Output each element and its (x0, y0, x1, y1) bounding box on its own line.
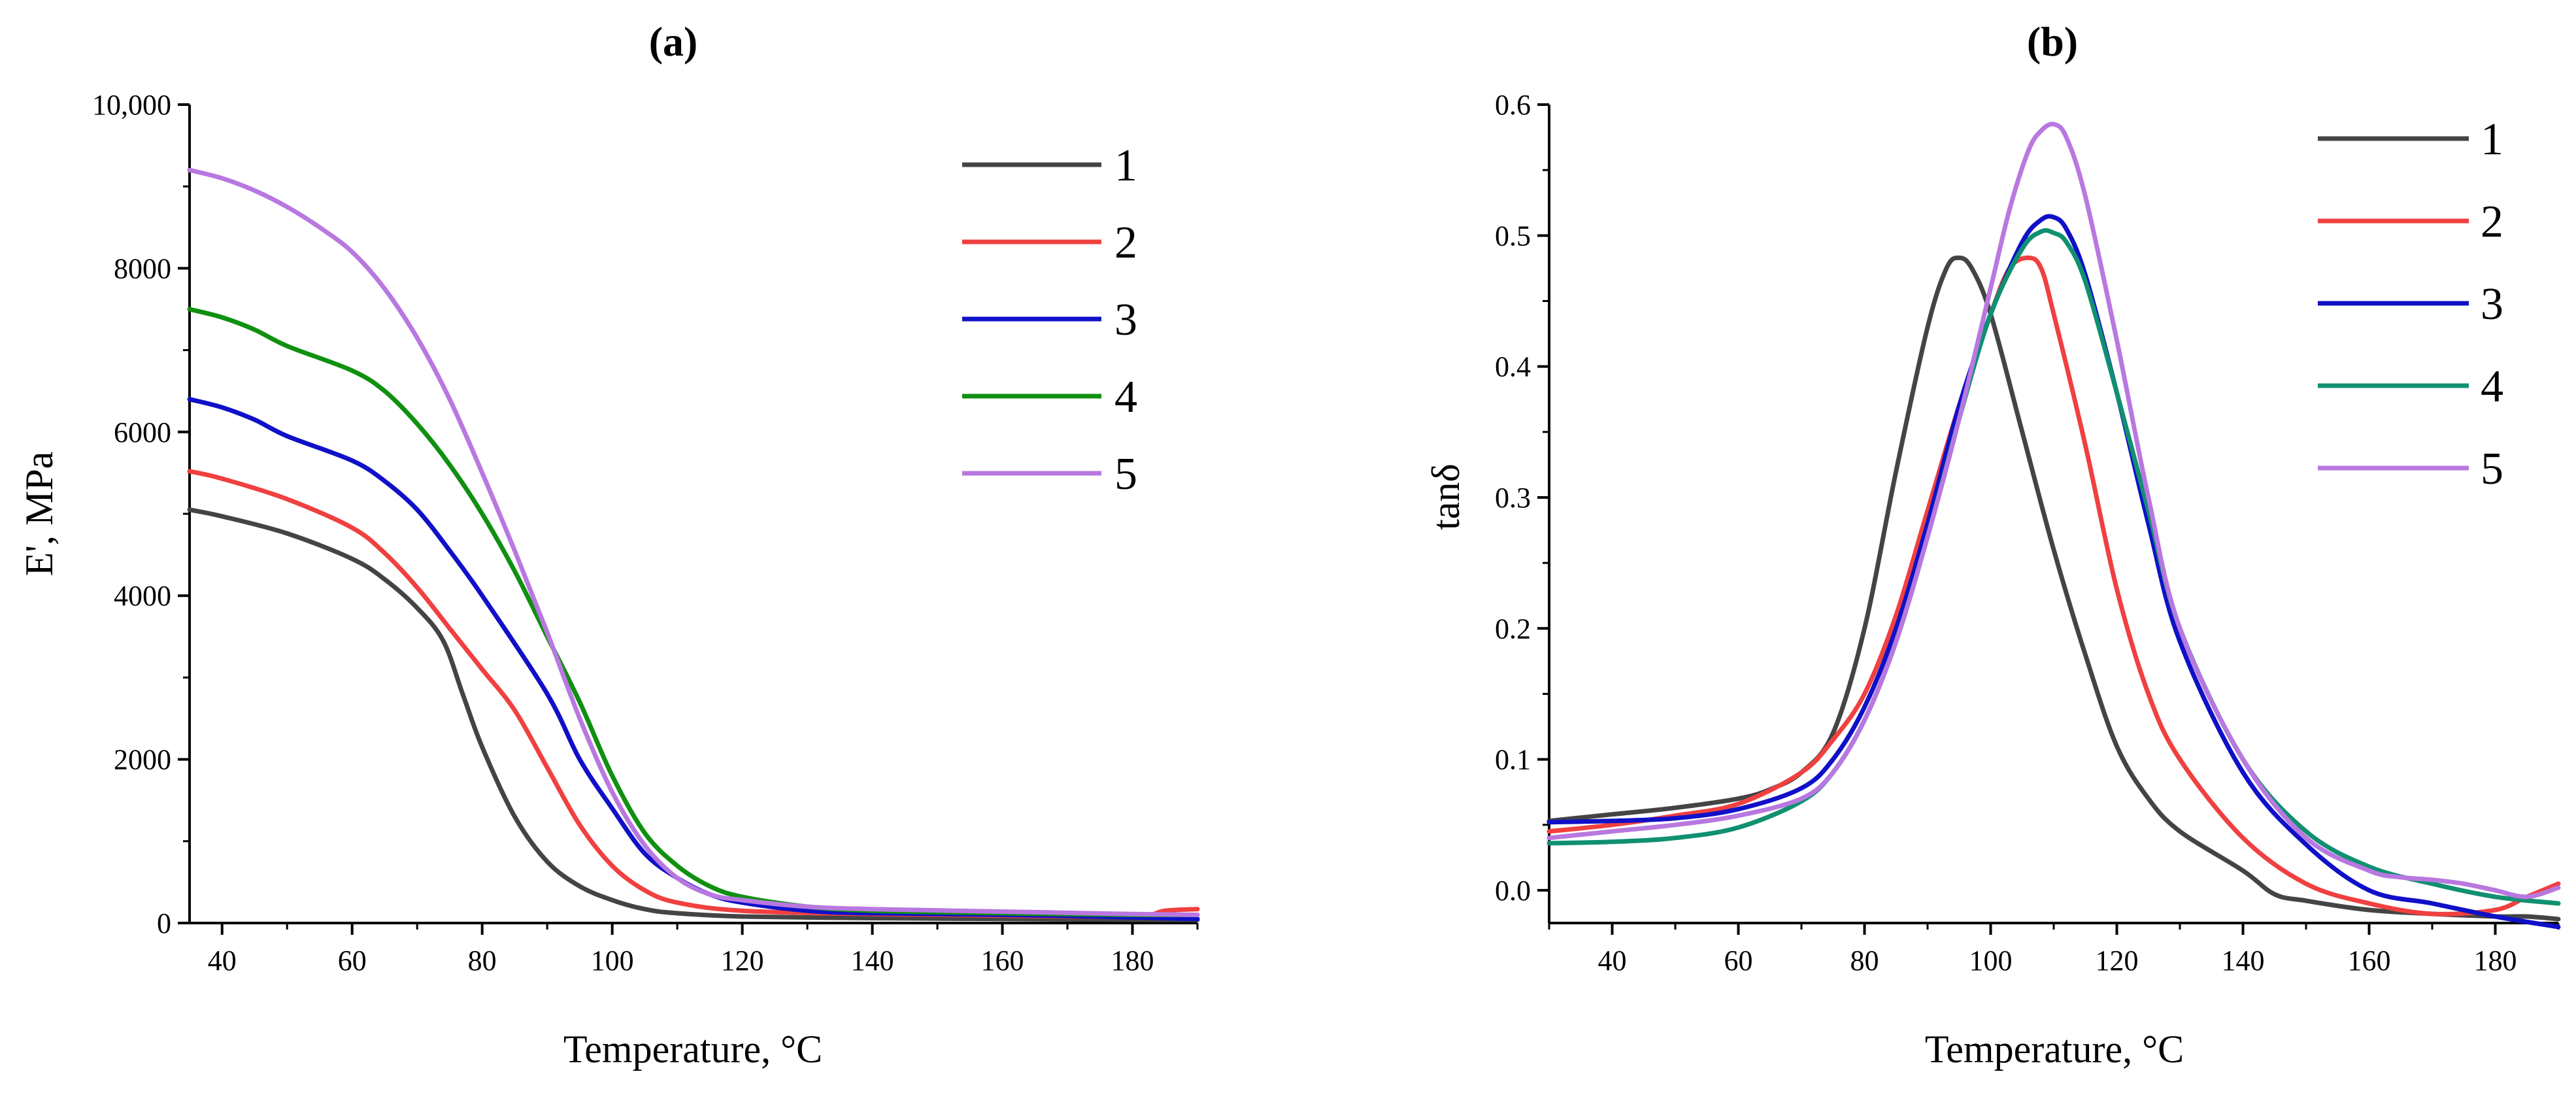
y-tick-label: 4000 (114, 580, 171, 612)
y-tick-label: 0.2 (1495, 613, 1531, 645)
panel-a-legend: 1 2 3 4 5 (962, 141, 1137, 499)
y-tick-label: 0.5 (1495, 220, 1531, 252)
panel-a: (a) 40 60 80 100 120 140 160 180 0 2000 4000 6000 80… (18, 18, 1200, 1071)
panel-a-ticks: 40 60 80 100 120 140 160 180 0 2000 4000 6000 8000 10… (92, 89, 1199, 977)
x-tick-label: 180 (1111, 945, 1154, 977)
y-tick-label: 0 (157, 907, 171, 939)
y-tick-label: 10,000 (92, 89, 171, 121)
legend-label-4: 4 (1114, 372, 1137, 422)
panel-b-ticks: 40 60 80 100 120 140 160 180 0.0 0.1 0.2 0.3 0.4 0.5 0… (1495, 89, 2560, 977)
series-line-2 (187, 469, 1200, 919)
x-tick-label: 100 (591, 945, 634, 977)
series-line-5 (187, 167, 1200, 917)
y-tick-label: 6000 (114, 416, 171, 448)
x-tick-label: 160 (981, 945, 1024, 977)
series-line-4 (187, 307, 1200, 918)
x-tick-label: 140 (2222, 945, 2265, 977)
x-tick-label: 100 (1969, 945, 2013, 977)
legend-label-3: 3 (2481, 279, 2503, 329)
series-line-1 (187, 507, 1200, 922)
panel-b-legend: 1 2 3 4 5 (2318, 114, 2503, 494)
x-tick-label: 40 (1598, 945, 1627, 977)
panel-b: (b) 40 60 80 100 120 140 160 180 0.0 0.1 0.2 0.3 0.4… (1424, 18, 2561, 1071)
legend-label-5: 5 (1114, 449, 1137, 499)
legend-label-3: 3 (1114, 295, 1137, 345)
legend-label-5: 5 (2481, 444, 2503, 494)
legend-label-1: 1 (2481, 114, 2503, 165)
panel-b-label: (b) (2027, 18, 2078, 65)
x-tick-label: 120 (721, 945, 764, 977)
x-tick-label: 40 (208, 945, 237, 977)
panel-b-x-axis-title: Temperature, °C (1925, 1028, 2184, 1071)
legend-label-1: 1 (1114, 141, 1137, 191)
legend-label-4: 4 (2481, 362, 2503, 412)
series-line-5 (1547, 122, 2561, 900)
panel-b-y-axis-title: tanδ (1424, 463, 1467, 530)
panel-a-series-group (187, 167, 1200, 922)
y-tick-label: 0.3 (1495, 482, 1531, 514)
x-tick-label: 80 (1850, 945, 1879, 977)
series-line-2 (1547, 255, 2561, 916)
y-tick-label: 2000 (114, 744, 171, 776)
y-tick-label: 0.0 (1495, 875, 1531, 907)
x-tick-label: 60 (338, 945, 367, 977)
x-tick-label: 160 (2348, 945, 2391, 977)
series-line-3 (187, 397, 1200, 922)
panel-a-y-axis-title: E', MPa (18, 452, 61, 577)
series-line-3 (1547, 214, 2561, 930)
x-tick-label: 180 (2474, 945, 2517, 977)
x-tick-label: 120 (2096, 945, 2139, 977)
x-tick-label: 80 (468, 945, 497, 977)
x-tick-label: 60 (1724, 945, 1753, 977)
y-tick-label: 0.4 (1495, 351, 1531, 383)
x-tick-label: 140 (851, 945, 894, 977)
y-tick-label: 0.1 (1495, 744, 1531, 776)
panel-a-x-axis-title: Temperature, °C (563, 1028, 822, 1071)
legend-label-2: 2 (2481, 197, 2503, 247)
panel-a-label: (a) (649, 18, 698, 65)
y-tick-label: 0.6 (1495, 89, 1531, 121)
panel-b-series-group (1547, 122, 2561, 930)
legend-label-2: 2 (1114, 218, 1137, 268)
y-tick-label: 8000 (114, 252, 171, 284)
